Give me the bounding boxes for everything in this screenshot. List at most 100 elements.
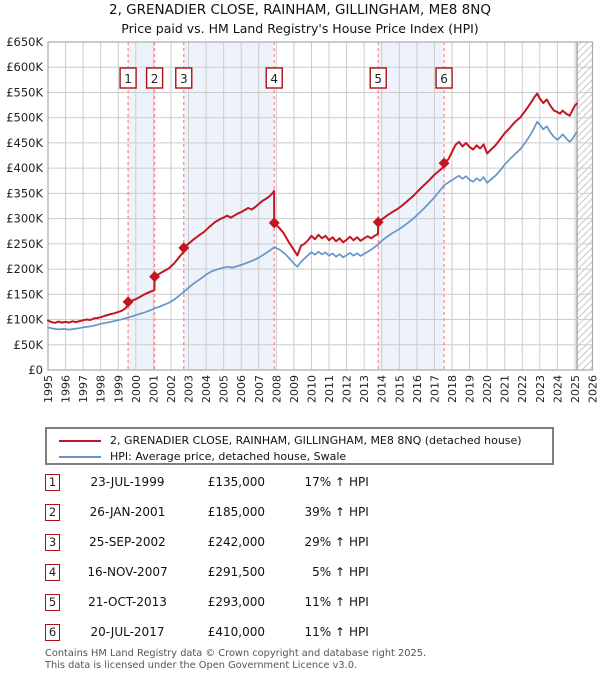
sale-badge-number: 3: [180, 72, 188, 86]
svg-text:2016: 2016: [411, 375, 424, 403]
svg-text:2015: 2015: [393, 375, 406, 403]
transaction-row: 6 20-JUL-2017 £410,000 11% ↑ HPI: [0, 624, 600, 644]
svg-text:2021: 2021: [499, 375, 512, 403]
sale-marker-diamond: [438, 157, 450, 169]
sale-badge-number: 6: [440, 72, 448, 86]
svg-text:2024: 2024: [551, 375, 564, 403]
transaction-hpi-suffix: HPI: [349, 475, 369, 489]
svg-text:2003: 2003: [183, 375, 196, 403]
legend-label: HPI: Average price, detached house, Swal…: [110, 450, 347, 463]
transaction-hpi-percent: 39% ↑: [304, 505, 345, 519]
svg-text:2018: 2018: [446, 375, 459, 403]
svg-text:£550K: £550K: [6, 85, 43, 99]
licence-footer: Contains HM Land Registry data © Crown c…: [45, 648, 426, 671]
svg-text:1998: 1998: [95, 375, 108, 403]
sale-marker-diamond: [149, 271, 161, 283]
svg-text:£50K: £50K: [14, 338, 44, 352]
legend-swatch-hpi-line: [59, 455, 101, 458]
transaction-price: £135,000: [207, 475, 265, 489]
transaction-price: £293,000: [207, 595, 265, 609]
svg-text:2019: 2019: [464, 375, 477, 403]
transaction-hpi-percent: 5% ↑: [312, 565, 345, 579]
svg-text:2011: 2011: [323, 375, 336, 403]
svg-text:£250K: £250K: [6, 237, 43, 251]
svg-text:2025: 2025: [569, 375, 582, 403]
svg-text:£0: £0: [28, 363, 43, 377]
sale-number-badges: 1 2 3 4 5 6: [119, 67, 453, 89]
svg-text:2002: 2002: [165, 375, 178, 403]
svg-text:£350K: £350K: [6, 186, 43, 200]
x-axis-labels: 1995 1996 1997 1998 1999 2000 2001 2002 2003 2004…: [42, 375, 600, 403]
transaction-date: 20-JUL-2017: [90, 625, 165, 639]
svg-text:2001: 2001: [147, 375, 160, 403]
sale-badge-number: 1: [124, 72, 132, 86]
svg-text:2007: 2007: [253, 375, 266, 403]
transaction-row: 2 26-JAN-2001 £185,000 39% ↑ HPI: [0, 504, 600, 524]
sale-markers: [122, 157, 450, 308]
future-hatch-region: [576, 42, 593, 370]
transaction-date: 25-SEP-2002: [89, 535, 166, 549]
transaction-price: £291,500: [207, 565, 265, 579]
sale-marker-diamond: [268, 217, 280, 229]
legend-entry-property: 2, GRENADIER CLOSE, RAINHAM, GILLINGHAM,…: [47, 432, 552, 449]
svg-text:2008: 2008: [270, 375, 283, 403]
chart-legend: 2, GRENADIER CLOSE, RAINHAM, GILLINGHAM,…: [45, 427, 554, 465]
legend-entry-hpi: HPI: Average price, detached house, Swal…: [47, 448, 552, 465]
svg-text:£450K: £450K: [6, 136, 43, 150]
svg-text:£200K: £200K: [6, 262, 43, 276]
transaction-hpi-suffix: HPI: [349, 625, 369, 639]
transaction-number-badge: 1: [45, 474, 60, 491]
transaction-price: £410,000: [207, 625, 265, 639]
svg-text:2020: 2020: [481, 375, 494, 403]
transaction-hpi-suffix: HPI: [349, 535, 369, 549]
svg-text:£600K: £600K: [6, 60, 43, 74]
transaction-date: 16-NOV-2007: [87, 565, 168, 579]
svg-text:2014: 2014: [376, 375, 389, 403]
svg-text:2017: 2017: [428, 375, 441, 403]
ownership-bands: [128, 42, 445, 370]
transaction-number-badge: 5: [45, 594, 60, 611]
transaction-price: £185,000: [207, 505, 265, 519]
svg-text:2006: 2006: [235, 375, 248, 403]
sale-badge-number: 4: [270, 72, 278, 86]
sale-marker-diamond: [178, 242, 190, 254]
sale-badge-number: 2: [151, 72, 159, 86]
footer-line-2: This data is licensed under the Open Gov…: [45, 659, 358, 671]
hpi-average-line: [47, 120, 578, 331]
property-price-line: [47, 92, 578, 324]
transaction-hpi-percent: 11% ↑: [304, 595, 345, 609]
transaction-date: 26-JAN-2001: [89, 505, 166, 519]
footer-line-1: Contains HM Land Registry data © Crown c…: [45, 648, 427, 659]
svg-text:2012: 2012: [341, 375, 354, 403]
transaction-row: 1 23-JUL-1999 £135,000 17% ↑ HPI: [0, 474, 600, 494]
svg-text:2009: 2009: [288, 375, 301, 403]
svg-text:2010: 2010: [305, 375, 318, 403]
sale-marker-diamond: [372, 216, 384, 228]
svg-text:1996: 1996: [60, 375, 73, 403]
plot-border: [47, 41, 594, 371]
svg-text:2000: 2000: [130, 375, 143, 403]
transaction-number-badge: 4: [45, 564, 60, 581]
sale-marker-diamond: [122, 296, 134, 308]
chart-subtitle: Price paid vs. HM Land Registry's House …: [121, 21, 479, 36]
svg-text:1995: 1995: [42, 375, 55, 403]
svg-text:1999: 1999: [112, 375, 125, 403]
svg-text:£150K: £150K: [6, 287, 43, 301]
transaction-hpi-percent: 29% ↑: [304, 535, 345, 549]
sale-badge-number: 5: [374, 72, 382, 86]
transaction-hpi-percent: 17% ↑: [304, 475, 345, 489]
legend-label: 2, GRENADIER CLOSE, RAINHAM, GILLINGHAM,…: [110, 434, 522, 447]
price-history-chart: 1 2 3 4 5 6 £0 £50K £100K £150K £200K £250K £300K £35…: [6, 35, 600, 403]
transaction-row: 3 25-SEP-2002 £242,000 29% ↑ HPI: [0, 534, 600, 554]
transaction-hpi-suffix: HPI: [349, 565, 369, 579]
svg-text:2022: 2022: [516, 375, 529, 403]
svg-text:£400K: £400K: [6, 161, 43, 175]
svg-text:2013: 2013: [358, 375, 371, 403]
transaction-row: 5 21-OCT-2013 £293,000 11% ↑ HPI: [0, 594, 600, 614]
svg-text:2004: 2004: [200, 375, 213, 403]
transaction-date: 21-OCT-2013: [88, 595, 167, 609]
transaction-hpi-suffix: HPI: [349, 505, 369, 519]
svg-text:£500K: £500K: [6, 111, 43, 125]
transaction-row: 4 16-NOV-2007 £291,500 5% ↑ HPI: [0, 564, 600, 584]
